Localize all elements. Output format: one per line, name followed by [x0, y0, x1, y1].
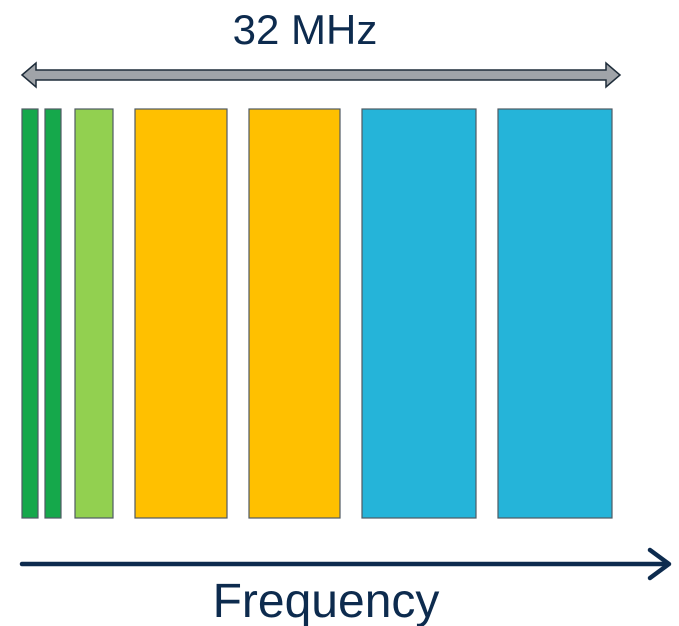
bandwidth-arrow — [20, 61, 622, 89]
channel-block-6 — [361, 108, 477, 519]
channel-block-4 — [134, 108, 228, 519]
channel-block-3 — [74, 108, 114, 519]
frequency-arrow-head — [647, 547, 672, 581]
frequency-arrow — [19, 547, 672, 581]
channel-block-2 — [44, 108, 62, 519]
channel-block-5 — [248, 108, 341, 519]
bandwidth-label: 32 MHz — [233, 6, 378, 53]
frequency-label: Frequency — [213, 575, 440, 626]
channel-block-1 — [21, 108, 39, 519]
bandwidth-arrow-shape — [20, 61, 622, 89]
channel-block-7 — [497, 108, 613, 519]
channel-blocks — [21, 108, 613, 519]
